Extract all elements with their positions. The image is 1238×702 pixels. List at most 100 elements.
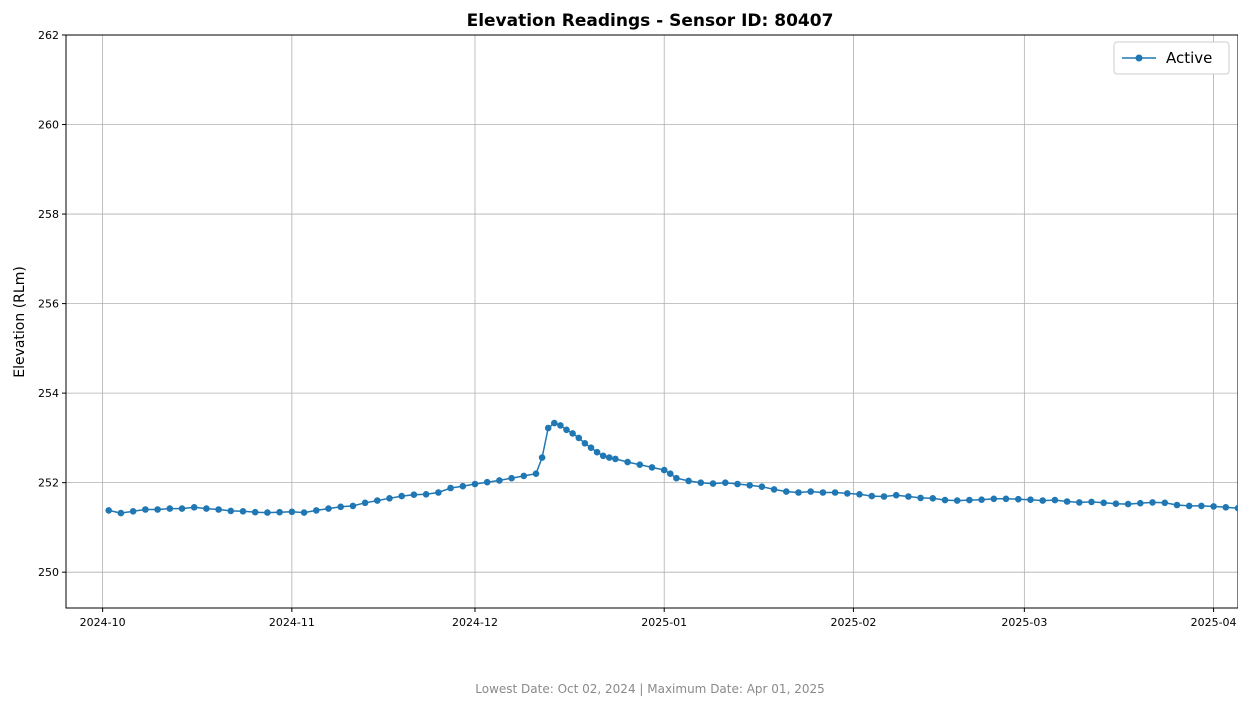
x-tick-label: 2025-01 — [641, 616, 687, 629]
data-point — [722, 479, 729, 487]
data-point — [831, 489, 839, 496]
data-point — [538, 454, 546, 461]
plot-area-frame — [65, 34, 1238, 609]
data-point — [856, 491, 863, 498]
data-point — [251, 508, 259, 516]
data-point — [178, 505, 186, 512]
data-point — [905, 493, 912, 500]
x-axis: 2024-10 2024-11 2024-12 2025-01 2025-02 2025-… — [80, 608, 1237, 629]
chart-title: Elevation Readings - Sensor ID: 80407 — [467, 11, 834, 31]
data-point — [1173, 501, 1181, 509]
data-point — [398, 492, 406, 500]
data-point — [569, 430, 576, 437]
data-point — [941, 496, 949, 504]
data-point — [1210, 503, 1217, 510]
data-point — [746, 482, 753, 489]
y-tick-label: 256 — [38, 298, 59, 311]
data-point — [917, 494, 924, 502]
y-axis: 250 252 254 256 258 260 262 — [38, 29, 66, 579]
x-tick-label: 2025-02 — [830, 616, 876, 629]
data-point — [447, 484, 454, 492]
y-tick-label: 254 — [38, 387, 59, 400]
data-point — [868, 492, 876, 500]
data-point — [770, 486, 778, 493]
y-tick-label: 252 — [38, 477, 59, 490]
data-point — [1100, 499, 1107, 507]
y-tick-label: 262 — [38, 29, 59, 42]
data-point — [624, 458, 631, 466]
data-point — [154, 506, 161, 513]
data-point — [544, 424, 552, 432]
y-tick-label: 258 — [38, 208, 59, 221]
data-point — [496, 477, 503, 484]
grid-lines — [66, 34, 1238, 608]
x-tick-label: 2024-10 — [80, 616, 126, 629]
data-point — [660, 466, 668, 474]
y-tick-label: 260 — [38, 119, 59, 132]
data-point — [1076, 499, 1083, 506]
legend-label-active: Active — [1166, 49, 1212, 67]
data-point — [953, 497, 961, 504]
data-point — [1088, 498, 1095, 506]
data-point — [215, 506, 222, 513]
data-point — [374, 497, 381, 504]
data-point — [190, 504, 198, 511]
data-point — [697, 479, 705, 487]
data-point — [386, 495, 393, 502]
data-point — [1002, 495, 1010, 503]
data-point — [593, 448, 601, 456]
data-point — [325, 505, 332, 512]
data-point — [117, 509, 125, 517]
data-point — [807, 488, 814, 495]
legend: Active — [1113, 41, 1230, 75]
data-point — [459, 482, 467, 490]
data-point — [166, 505, 174, 512]
data-point — [880, 493, 888, 500]
data-point — [471, 480, 479, 488]
series-active — [105, 419, 1238, 517]
data-point — [435, 489, 442, 496]
data-point — [1124, 500, 1132, 508]
x-tick-label: 2024-12 — [452, 616, 498, 629]
data-point — [361, 499, 369, 507]
legend-box — [1113, 41, 1230, 75]
data-point — [203, 505, 210, 512]
data-point — [349, 502, 357, 510]
data-point — [709, 480, 717, 487]
data-point — [313, 507, 320, 514]
data-point — [508, 474, 515, 482]
data-point — [1149, 499, 1156, 506]
x-tick-label: 2025-04 — [1191, 616, 1237, 629]
data-point — [758, 483, 766, 491]
legend-marker-icon — [1135, 54, 1143, 62]
data-point — [239, 508, 247, 515]
data-point — [1015, 495, 1022, 503]
x-tick-label: 2024-11 — [269, 616, 315, 629]
data-point — [587, 444, 595, 452]
data-point — [1198, 502, 1205, 510]
data-point — [551, 419, 558, 427]
data-point — [532, 470, 540, 478]
data-point — [288, 508, 296, 516]
data-point — [636, 461, 644, 469]
data-point — [648, 464, 656, 471]
data-point — [990, 495, 998, 503]
data-point — [978, 496, 985, 504]
elevation-chart: Elevation Readings - Sensor ID: 80407 25… — [12, 11, 1238, 629]
data-point — [1161, 499, 1169, 507]
data-point — [892, 491, 900, 499]
data-point — [563, 426, 570, 434]
data-point — [422, 491, 430, 498]
data-point — [734, 480, 741, 488]
data-point — [795, 489, 802, 496]
data-point — [1112, 500, 1120, 508]
data-point — [1222, 504, 1230, 511]
data-point — [599, 452, 607, 460]
data-point — [1137, 499, 1144, 507]
data-point — [105, 507, 112, 514]
data-point — [581, 440, 589, 447]
data-point — [606, 454, 613, 461]
data-point — [300, 509, 308, 516]
data-point — [227, 507, 235, 515]
data-point — [142, 506, 149, 513]
